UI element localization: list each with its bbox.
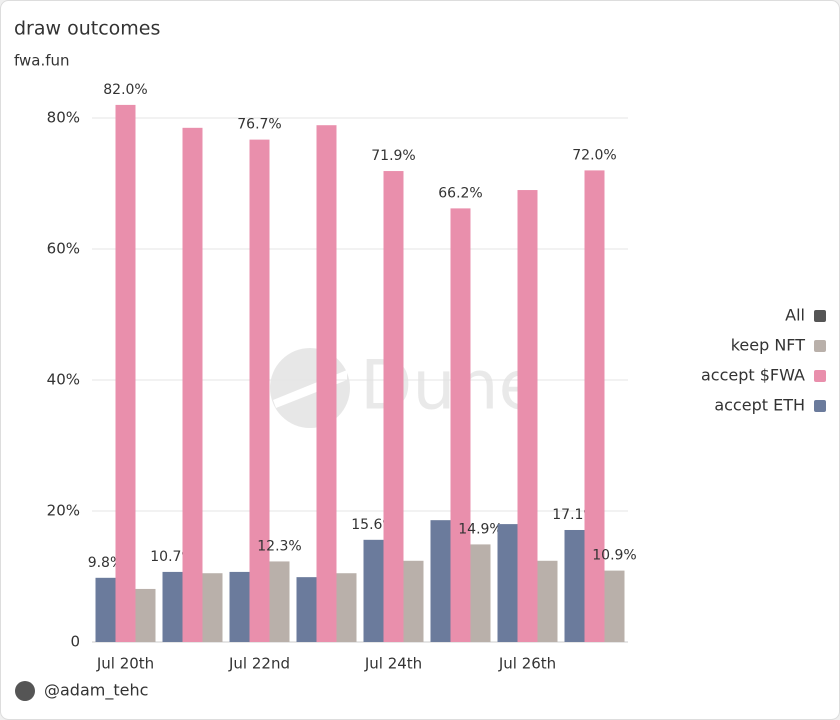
bar [517, 190, 538, 643]
value-label: 10.9% [592, 548, 636, 564]
author-avatar [15, 681, 35, 701]
value-label: 66.2% [438, 185, 482, 201]
legend-swatch [814, 370, 826, 382]
bar [383, 171, 404, 642]
value-label: 14.9% [458, 521, 502, 537]
value-label: 72.0% [572, 147, 616, 163]
legend-swatch [814, 340, 826, 352]
x-tick-label: Jul 22nd [228, 655, 290, 673]
bar [115, 104, 136, 642]
x-tick-label: Jul 20th [96, 655, 154, 673]
legend-label: accept ETH [714, 396, 805, 415]
legend-label: All [785, 306, 805, 325]
value-label: 82.0% [103, 82, 147, 98]
bar [316, 125, 337, 642]
value-label: 12.3% [257, 538, 301, 554]
bar [162, 571, 183, 642]
bar [450, 208, 471, 642]
chart-subtitle: fwa.fun [14, 52, 70, 70]
value-label: 76.7% [237, 117, 281, 133]
y-tick-label: 0 [70, 633, 80, 651]
bar [229, 571, 250, 642]
y-tick-label: 40% [47, 371, 80, 389]
watermark-logo [270, 348, 350, 428]
chart-title: draw outcomes [14, 18, 160, 40]
x-tick-label: Jul 26th [498, 655, 556, 673]
y-tick-label: 80% [47, 109, 80, 127]
author[interactable]: @adam_tehc [44, 681, 148, 701]
value-label: 71.9% [371, 148, 415, 164]
y-tick-label: 20% [47, 502, 80, 520]
legend-label: keep NFT [731, 336, 806, 355]
bar [497, 524, 518, 642]
bar [604, 570, 625, 642]
x-tick-label: Jul 24th [364, 655, 422, 673]
bar [470, 544, 491, 642]
bar [202, 573, 223, 642]
bar [403, 560, 424, 642]
bar [537, 560, 558, 642]
legend-swatch [814, 400, 826, 412]
bar [249, 139, 270, 643]
bar [95, 577, 116, 642]
bar [182, 127, 203, 642]
y-tick-label: 60% [47, 240, 80, 258]
bar [363, 539, 384, 642]
bar [296, 577, 317, 642]
bar [135, 588, 156, 642]
bar [584, 170, 605, 642]
bar [269, 561, 290, 642]
bar [430, 520, 451, 642]
legend-label: accept $FWA [701, 366, 805, 385]
bar [336, 573, 357, 642]
legend-swatch [814, 310, 826, 322]
bar [564, 529, 585, 642]
value-label: 9.8% [88, 555, 124, 571]
